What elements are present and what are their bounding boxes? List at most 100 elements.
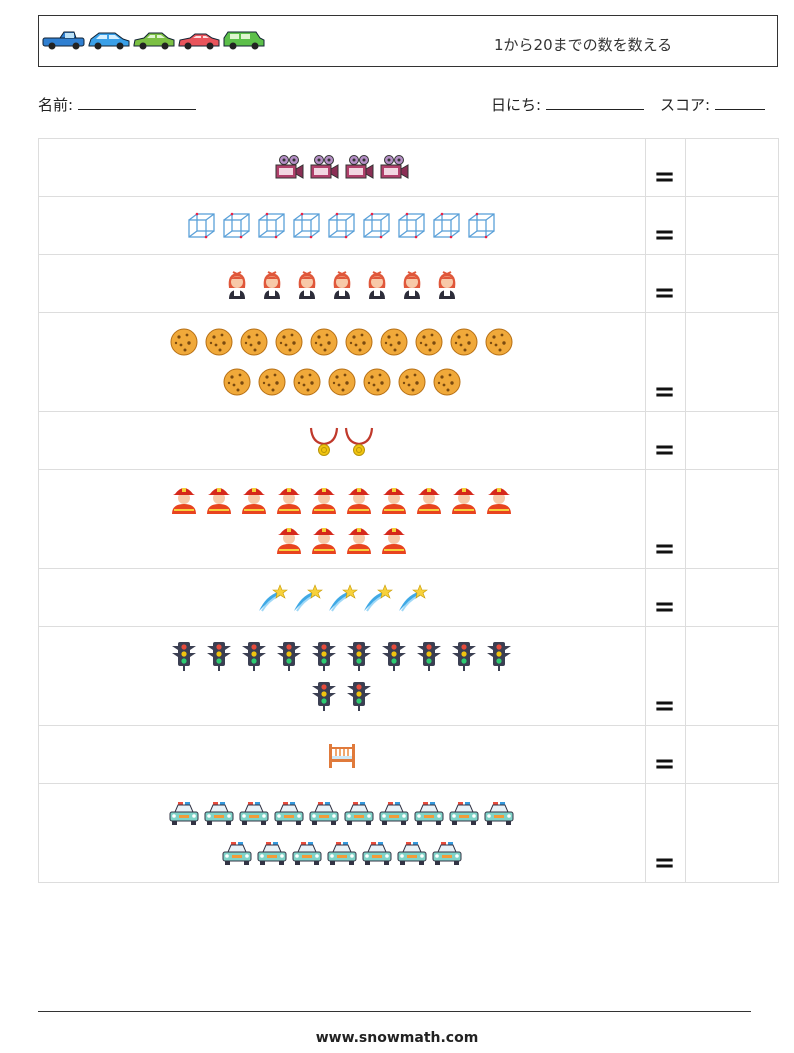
score-blank[interactable] xyxy=(714,95,765,110)
cookie-icon xyxy=(223,368,251,396)
equals-sign: = xyxy=(653,435,676,465)
traffic-light-icon xyxy=(277,642,302,671)
medal-necklace-icon xyxy=(310,427,339,456)
problem-row: = xyxy=(38,196,779,255)
wire-cube-icon xyxy=(398,212,425,238)
equals-sign: = xyxy=(653,278,676,308)
score-field: スコア: xyxy=(660,94,765,115)
traffic-light-icon xyxy=(347,642,372,671)
answer-box[interactable] xyxy=(685,196,779,255)
firefighter-icon xyxy=(312,528,337,554)
problem-row: = xyxy=(38,411,779,470)
firefighter-icon xyxy=(312,488,337,514)
date-label: 日にち: xyxy=(491,96,542,114)
cookie-icon xyxy=(345,328,373,356)
traffic-light-icon xyxy=(417,642,442,671)
name-blank[interactable] xyxy=(77,95,196,110)
cookie-icon xyxy=(205,328,233,356)
girl-icon xyxy=(368,270,386,299)
problem-row: = xyxy=(38,138,779,197)
answer-box[interactable] xyxy=(685,312,779,412)
police-car-icon xyxy=(309,802,339,825)
date-field: 日にち: xyxy=(491,94,644,115)
shooting-star-icon xyxy=(258,583,288,612)
answer-box[interactable] xyxy=(685,254,779,313)
traffic-light-icon xyxy=(312,682,337,711)
cookie-icon xyxy=(258,368,286,396)
problem-pictures xyxy=(38,626,646,726)
police-car-icon xyxy=(449,802,479,825)
cookie-icon xyxy=(485,328,513,356)
police-car-icon xyxy=(222,842,252,865)
answer-box[interactable] xyxy=(685,138,779,197)
firefighter-icon xyxy=(347,528,372,554)
problem-row: = xyxy=(38,626,779,726)
equals-cell: = xyxy=(644,626,687,726)
police-car-icon xyxy=(169,802,199,825)
movie-camera-icon xyxy=(275,154,304,179)
medal-necklace-icon xyxy=(345,427,374,456)
police-car-icon xyxy=(327,842,357,865)
name-field: 名前: xyxy=(38,94,196,115)
movie-camera-icon xyxy=(380,154,409,179)
equals-sign: = xyxy=(653,592,676,622)
equals-cell: = xyxy=(644,196,687,255)
problem-pictures xyxy=(38,196,646,255)
girl-icon xyxy=(403,270,421,299)
sedan-car-icon xyxy=(133,32,175,50)
name-label: 名前: xyxy=(38,96,74,114)
girl-icon xyxy=(333,270,351,299)
wire-cube-icon xyxy=(363,212,390,238)
equals-sign: = xyxy=(653,220,676,250)
cookie-icon xyxy=(310,328,338,356)
answer-box[interactable] xyxy=(685,469,779,569)
coupe-car-icon xyxy=(178,33,220,50)
equals-cell: = xyxy=(644,138,687,197)
equals-cell: = xyxy=(644,411,687,470)
problem-row: = xyxy=(38,568,779,627)
page-title: 1から20までの数を数える xyxy=(494,36,673,54)
girl-icon xyxy=(263,270,281,299)
cookie-icon xyxy=(415,328,443,356)
answer-box[interactable] xyxy=(685,783,779,883)
traffic-light-icon xyxy=(382,642,407,671)
answer-box[interactable] xyxy=(685,626,779,726)
wire-cube-icon xyxy=(328,212,355,238)
police-car-icon xyxy=(344,802,374,825)
date-blank[interactable] xyxy=(545,95,644,110)
problem-row: = xyxy=(38,783,779,883)
firefighter-icon xyxy=(452,488,477,514)
wire-cube-icon xyxy=(433,212,460,238)
cookie-icon xyxy=(328,368,356,396)
traffic-light-icon xyxy=(312,642,337,671)
problem-pictures xyxy=(38,254,646,313)
girl-icon xyxy=(228,270,246,299)
cookie-icon xyxy=(240,328,268,356)
girl-icon xyxy=(298,270,316,299)
wire-cube-icon xyxy=(223,212,250,238)
answer-box[interactable] xyxy=(685,411,779,470)
problem-row: = xyxy=(38,469,779,569)
police-car-icon xyxy=(274,802,304,825)
problem-pictures xyxy=(38,138,646,197)
answer-box[interactable] xyxy=(685,725,779,784)
equals-sign: = xyxy=(653,162,676,192)
score-label: スコア: xyxy=(660,96,711,114)
wire-cube-icon xyxy=(293,212,320,238)
traffic-light-icon xyxy=(207,642,232,671)
problem-pictures xyxy=(38,469,646,569)
crib-icon xyxy=(328,743,355,768)
movie-camera-icon xyxy=(310,154,339,179)
answer-box[interactable] xyxy=(685,568,779,627)
problem-pictures xyxy=(38,725,646,784)
problem-pictures xyxy=(38,312,646,412)
firefighter-icon xyxy=(487,488,512,514)
equals-sign: = xyxy=(653,749,676,779)
hatchback-car-icon xyxy=(88,32,130,50)
firefighter-icon xyxy=(382,488,407,514)
firefighter-icon xyxy=(277,528,302,554)
shooting-star-icon xyxy=(293,583,323,612)
cookie-icon xyxy=(433,368,461,396)
equals-sign: = xyxy=(653,377,676,407)
footer-divider xyxy=(38,1011,751,1012)
